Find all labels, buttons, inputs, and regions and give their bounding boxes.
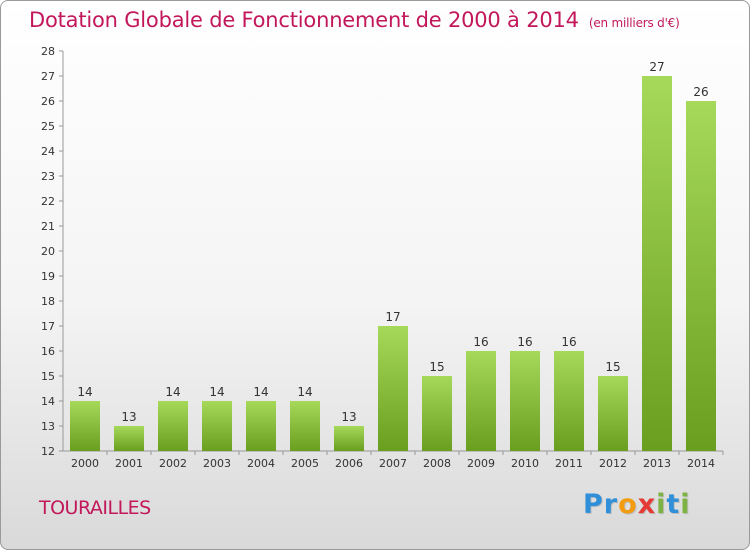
y-tick-label: 18 [41,295,55,308]
data-label: 14 [165,385,180,399]
data-label: 15 [605,360,620,374]
x-tick-label: 2011 [555,457,583,470]
x-tick-label: 2013 [643,457,671,470]
x-tick-label: 2009 [467,457,495,470]
y-tick-label: 23 [41,170,55,183]
x-tick-label: 2008 [423,457,451,470]
x-tick-label: 2000 [71,457,99,470]
logo-letter: i [656,489,667,520]
bar [334,426,364,451]
y-tick-label: 25 [41,120,55,133]
y-tick-label: 26 [41,95,55,108]
x-tick-label: 2005 [291,457,319,470]
chart-subtitle: (en milliers d'€) [588,16,680,30]
logo-letter: i [680,489,691,520]
data-label: 17 [385,310,400,324]
bar [114,426,144,451]
y-tick-label: 20 [41,245,55,258]
y-tick-label: 27 [41,70,55,83]
data-label: 14 [297,385,312,399]
y-tick-label: 24 [41,145,55,158]
bar [422,376,452,451]
bar [598,376,628,451]
data-label: 16 [473,335,488,349]
data-label: 14 [253,385,268,399]
y-tick-label: 16 [41,345,55,358]
x-tick-label: 2004 [247,457,275,470]
x-tick-label: 2007 [379,457,407,470]
bar [642,76,672,451]
y-tick-label: 14 [41,395,55,408]
x-tick-label: 2003 [203,457,231,470]
x-tick-label: 2002 [159,457,187,470]
bar [554,351,584,451]
x-tick-label: 2014 [687,457,715,470]
y-tick-label: 22 [41,195,55,208]
data-label: 16 [517,335,532,349]
y-tick-label: 12 [41,445,55,458]
town-name: TOURAILLES [39,497,151,519]
proxiti-logo[interactable]: Proxiti [583,489,691,520]
data-label: 14 [209,385,224,399]
bar [510,351,540,451]
bar [70,401,100,451]
bar [686,101,716,451]
chart-title: Dotation Globale de Fonctionnement de 20… [29,8,680,32]
data-label: 16 [561,335,576,349]
logo-letter: o [618,489,638,520]
y-tick-label: 21 [41,220,55,233]
bar [466,351,496,451]
data-label: 27 [649,60,664,74]
data-label: 26 [693,85,708,99]
logo-letter: x [637,489,657,520]
data-label: 13 [341,410,356,424]
bar [378,326,408,451]
bar [246,401,276,451]
chart-title-text: Dotation Globale de Fonctionnement de 20… [29,8,579,32]
x-tick-label: 2010 [511,457,539,470]
y-tick-label: 28 [41,45,55,58]
bar [202,401,232,451]
y-tick-label: 17 [41,320,55,333]
y-tick-label: 15 [41,370,55,383]
logo-letter: P [583,489,604,520]
x-tick-label: 2012 [599,457,627,470]
data-label: 14 [77,385,92,399]
y-tick-label: 19 [41,270,55,283]
logo-letter: r [603,489,619,520]
bar [158,401,188,451]
data-label: 15 [429,360,444,374]
bar [290,401,320,451]
x-tick-label: 2001 [115,457,143,470]
logo-letter: t [666,489,681,520]
y-tick-label: 13 [41,420,55,433]
data-label: 13 [121,410,136,424]
x-tick-label: 2006 [335,457,363,470]
